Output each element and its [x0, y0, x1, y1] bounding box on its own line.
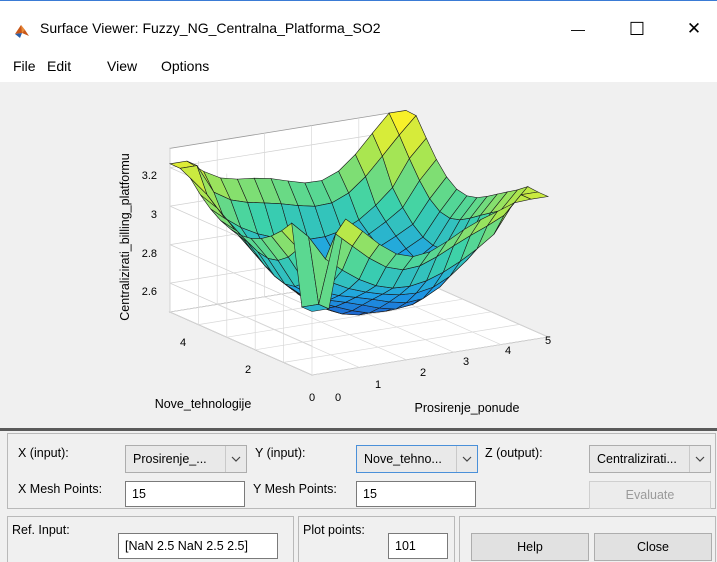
x-mesh-label: X Mesh Points: — [18, 482, 103, 496]
surface-patch — [519, 191, 550, 200]
x-input-value: Prosirenje_... — [133, 452, 207, 466]
x-tick-3: 3 — [463, 356, 469, 368]
z-tick-3.2: 3.2 — [142, 170, 157, 182]
surface-plot[interactable]: 2.6 2.8 3 3.2 4 2 0 0 1 2 3 4 5 Centrali… — [0, 82, 717, 428]
y-input-value: Nove_tehno... — [364, 452, 442, 466]
axis-line — [169, 311, 313, 376]
x-input-label: X (input): — [18, 446, 69, 460]
y-tick-4: 4 — [180, 337, 186, 349]
axis-line — [217, 304, 360, 368]
y-input-dropdown[interactable]: Nove_tehno... — [356, 445, 478, 473]
axis-line — [264, 296, 407, 361]
x-mesh-input[interactable]: 15 — [125, 481, 245, 507]
ref-input-panel: Ref. Input: [NaN 2.5 NaN 2.5 2.5] — [7, 516, 294, 562]
axis-line — [255, 311, 492, 351]
axis-line — [311, 336, 549, 376]
x-tick-2: 2 — [420, 367, 426, 379]
chevron-down-icon — [225, 446, 246, 472]
panel-separator — [0, 428, 717, 431]
z-tick-2.6: 2.6 — [142, 286, 157, 298]
maximize-icon: ☐ — [628, 18, 646, 39]
close-button[interactable]: Close — [594, 533, 712, 561]
evaluate-button[interactable]: Evaluate — [589, 481, 711, 509]
menu-edit[interactable]: Edit — [47, 58, 72, 74]
plot-points-panel: Plot points: 101 — [298, 516, 455, 562]
close-window-button[interactable]: ✕ — [671, 13, 717, 45]
z-axis-label: Centralizirati_billing_platformu — [118, 153, 132, 320]
close-icon: ✕ — [686, 19, 702, 38]
plot-points-label: Plot points: — [303, 523, 365, 537]
help-button[interactable]: Help — [471, 533, 589, 561]
axis-line — [169, 129, 407, 168]
y-tick-2: 2 — [245, 364, 251, 376]
z-tick-3: 3 — [151, 209, 157, 221]
axis-line — [283, 324, 520, 363]
x-tick-5: 5 — [545, 335, 551, 347]
ref-input-label: Ref. Input: — [12, 523, 70, 537]
title-bar: Surface Viewer: Fuzzy_NG_Centralna_Platf… — [0, 0, 717, 50]
plot-points-input[interactable]: 101 — [388, 533, 448, 559]
axis-ticks: 2.6 2.8 3 3.2 4 2 0 0 1 2 3 4 5 — [142, 170, 551, 404]
chevron-down-icon — [689, 446, 710, 472]
window-title: Surface Viewer: Fuzzy_NG_Centralna_Platf… — [40, 20, 381, 36]
menu-options[interactable]: Options — [161, 58, 210, 74]
z-tick-2.8: 2.8 — [142, 248, 157, 260]
menu-bar: File Edit View Options — [0, 50, 717, 82]
maximize-button[interactable]: ☐ — [614, 13, 660, 45]
x-tick-0: 0 — [335, 392, 341, 404]
ref-input-field[interactable]: [NaN 2.5 NaN 2.5 2.5] — [118, 533, 278, 559]
menu-file[interactable]: File — [13, 58, 36, 74]
controls-panel: X (input): Prosirenje_... Y (input): Nov… — [7, 433, 716, 509]
surface-mesh — [168, 110, 550, 316]
z-output-label: Z (output): — [485, 446, 543, 460]
chevron-down-icon — [456, 446, 477, 472]
y-mesh-input[interactable]: 15 — [356, 481, 476, 507]
x-tick-1: 1 — [375, 379, 381, 391]
plot-area: 2.6 2.8 3 3.2 4 2 0 0 1 2 3 4 5 Centrali… — [0, 82, 717, 428]
minimize-icon: — — [571, 21, 585, 37]
y-mesh-label: Y Mesh Points: — [253, 482, 337, 496]
menu-view[interactable]: View — [107, 58, 138, 74]
axis-line — [226, 298, 463, 338]
z-output-value: Centralizirati... — [597, 452, 677, 466]
y-tick-0: 0 — [309, 392, 315, 404]
y-input-label: Y (input): — [255, 446, 306, 460]
x-input-dropdown[interactable]: Prosirenje_... — [125, 445, 247, 473]
matlab-app-icon — [15, 25, 29, 38]
y-axis-label: Nove_tehnologije — [155, 397, 252, 411]
z-output-dropdown[interactable]: Centralizirati... — [589, 445, 711, 473]
axis-line — [169, 244, 313, 308]
actions-panel: Help Close — [459, 516, 716, 562]
x-tick-4: 4 — [505, 345, 511, 357]
x-axis-label: Prosirenje_ponude — [415, 401, 520, 415]
minimize-button[interactable]: — — [555, 13, 601, 45]
